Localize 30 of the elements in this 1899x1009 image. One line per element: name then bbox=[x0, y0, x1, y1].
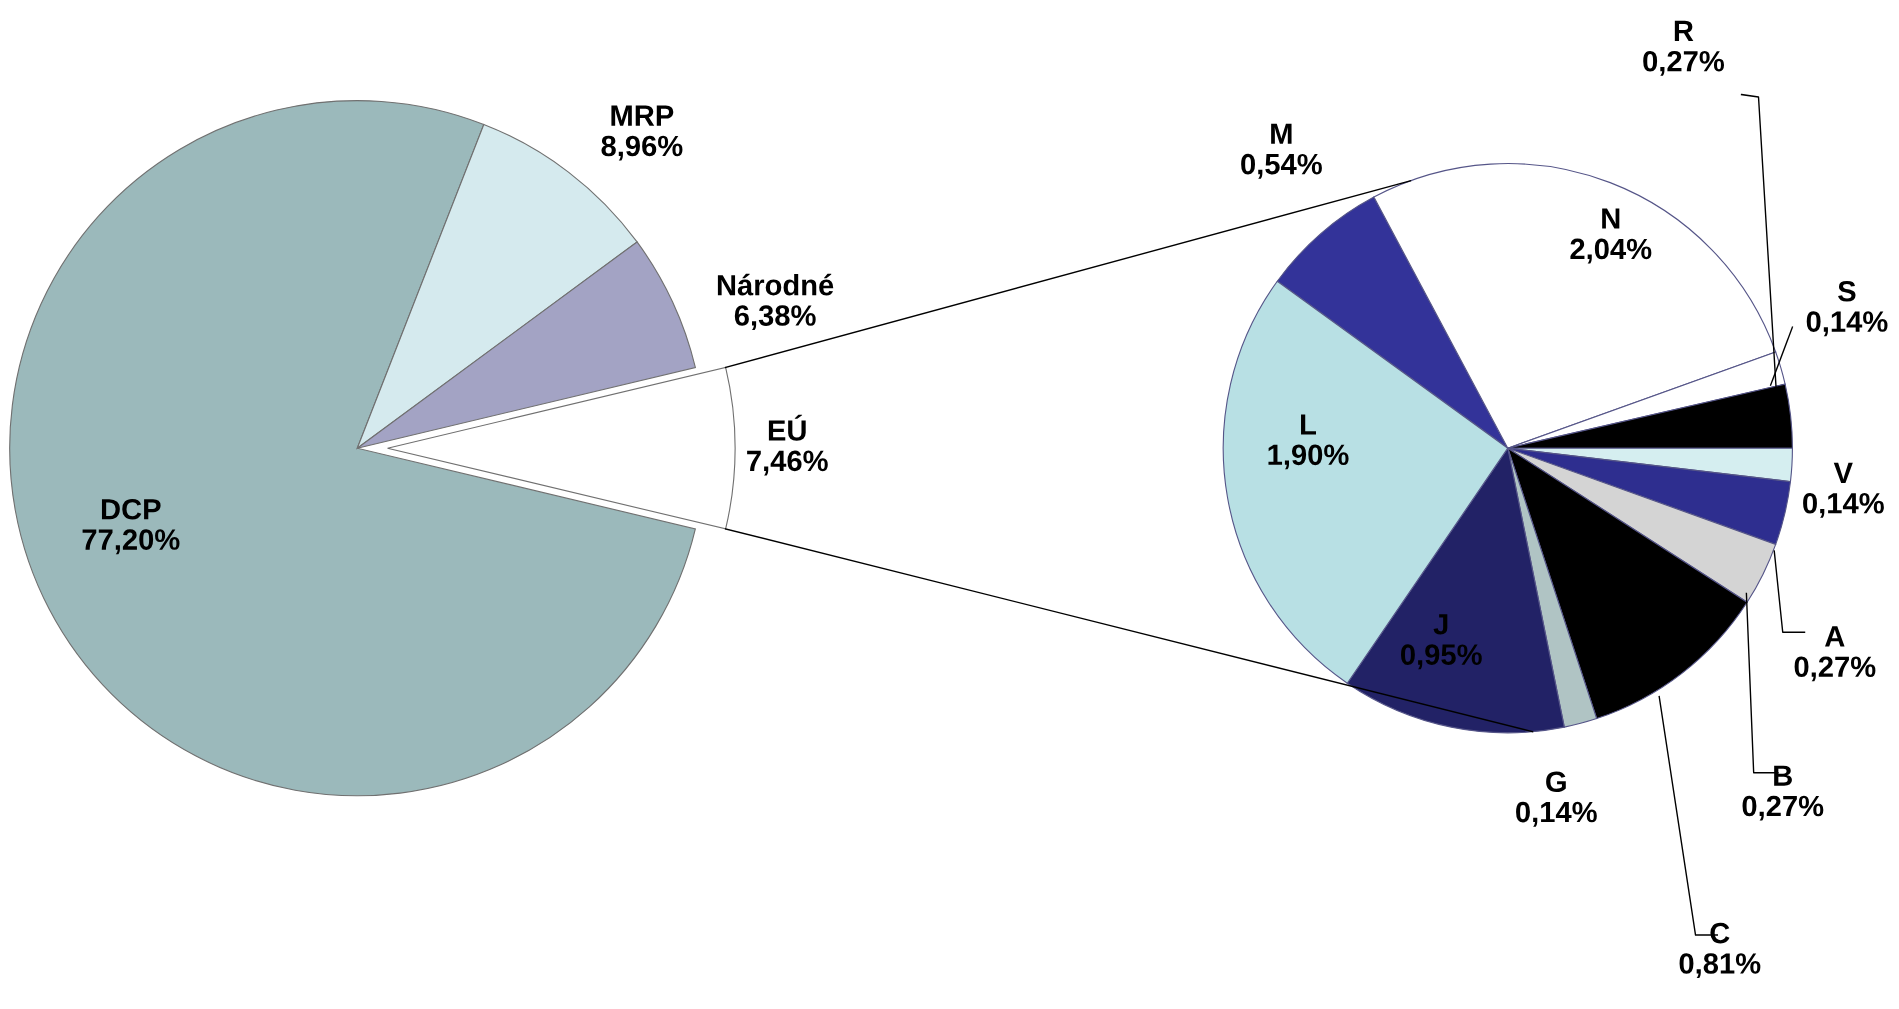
data-label: 1,90% bbox=[1268, 444, 1349, 470]
data-label: 0,81% bbox=[1679, 953, 1761, 979]
slice-label: R bbox=[1674, 20, 1694, 41]
slice-label: G bbox=[1546, 771, 1566, 793]
slice-label: DCP bbox=[101, 498, 161, 520]
data-label: 8,96% bbox=[601, 135, 683, 161]
slice-label: L bbox=[1301, 414, 1316, 435]
slice-label: V bbox=[1833, 462, 1853, 483]
data-label: 0,54% bbox=[1241, 153, 1322, 179]
data-label: 0,27% bbox=[1643, 50, 1725, 76]
data-label: 0,14% bbox=[1516, 801, 1597, 827]
slice-label: MRP bbox=[611, 105, 674, 126]
data-label: 0,14% bbox=[1803, 492, 1884, 518]
data-label: 77,20% bbox=[82, 529, 180, 555]
slice-label: J bbox=[1433, 614, 1448, 635]
slice-label: Národné bbox=[717, 273, 834, 296]
data-label: 0,14% bbox=[1806, 311, 1888, 337]
slice-label: B bbox=[1774, 765, 1792, 786]
slice-label: N bbox=[1602, 208, 1620, 229]
data-label: 0,27% bbox=[1742, 795, 1824, 821]
slice-label: M bbox=[1271, 123, 1292, 144]
data-label: 0,95% bbox=[1401, 644, 1482, 670]
data-label: 6,38% bbox=[734, 305, 816, 331]
slice-label: S bbox=[1838, 280, 1856, 302]
slice-label: C bbox=[1710, 922, 1730, 944]
slice-label: EÚ bbox=[768, 414, 806, 441]
slice-label: A bbox=[1825, 626, 1845, 647]
data-label: 7,46% bbox=[747, 450, 828, 476]
data-label: 2,04% bbox=[1570, 238, 1652, 264]
data-label: 0,27% bbox=[1794, 656, 1876, 682]
